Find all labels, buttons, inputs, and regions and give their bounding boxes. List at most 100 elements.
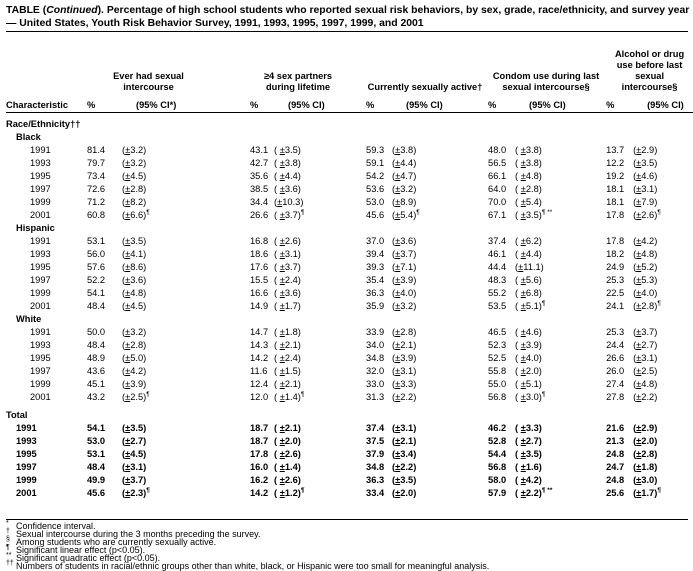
plus-minus-sign: ± <box>520 423 526 433</box>
group-row: Black <box>6 131 693 144</box>
ci-value: 4.8 <box>130 288 144 298</box>
percent-cell: 17.8 <box>606 210 625 220</box>
percent-cell: 37.9 <box>366 449 385 459</box>
percent-cell: 48.4 <box>87 301 106 311</box>
plus-minus-sign: ± <box>636 301 642 311</box>
plus-minus-sign: ± <box>636 262 642 272</box>
percent-cell: 56.8 <box>488 462 507 472</box>
ci-value: 3.3 <box>525 423 539 433</box>
footnote: † Sexual intercourse during the 3 months … <box>6 528 489 539</box>
plus-minus-sign: ± <box>636 145 642 155</box>
ci-value: 4.6 <box>525 327 539 337</box>
ci-cell: ( ±2.6) <box>274 475 301 485</box>
plus-minus-sign: ± <box>125 436 131 446</box>
footnote-marker: ¶ <box>416 209 420 216</box>
percent-cell: 56.5 <box>488 158 507 168</box>
title-text: ). Percentage of high school students wh… <box>6 5 690 29</box>
percent-cell: 55.8 <box>488 366 507 376</box>
percent-cell: 19.2 <box>606 171 625 181</box>
percent-cell: 13.7 <box>606 145 625 155</box>
ci-cell: (±3.2) <box>392 184 417 194</box>
ci-value: 2.8 <box>641 301 655 311</box>
ci-value: 5.6 <box>525 275 539 285</box>
plus-minus-sign: ± <box>636 462 642 472</box>
ci-cell: (±7.1) <box>392 262 417 272</box>
footnote-symbol: †† <box>6 560 14 567</box>
plus-minus-sign: ± <box>636 366 642 376</box>
ci-value: 2.8 <box>130 184 144 194</box>
ci-value: 4.8 <box>525 171 539 181</box>
footnote-marker: ¶ <box>146 487 150 494</box>
ci-value: 3.8 <box>284 158 298 168</box>
percent-cell: 67.1 <box>488 210 507 220</box>
percent-cell: 53.5 <box>488 301 507 311</box>
title-prefix: TABLE ( <box>6 5 47 16</box>
plus-minus-sign: ± <box>125 197 131 207</box>
ci-cell: (±3.7) <box>633 327 658 337</box>
ci-value: 2.1 <box>284 379 298 389</box>
plus-minus-sign: ± <box>395 262 401 272</box>
ci-cell: (±2.8) <box>633 449 658 459</box>
percent-cell: 48.3 <box>488 275 507 285</box>
ci-value: 4.2 <box>641 236 655 246</box>
group-label: White <box>16 314 42 324</box>
percent-cell: 11.6 <box>250 366 268 376</box>
ci-value: 8.9 <box>400 197 414 207</box>
year-cell: 1995 <box>30 353 51 363</box>
ci-cell: (±3.1) <box>633 184 658 194</box>
header-alcohol-drug-use: Alcohol or drug use before last sexual i… <box>614 49 685 92</box>
ci-cell: (±3.2) <box>122 327 147 337</box>
year-cell: 1995 <box>16 449 37 459</box>
plus-minus-sign: ± <box>395 145 401 155</box>
footnote-marker: ¶ <box>146 209 150 216</box>
percent-cell: 25.6 <box>606 488 625 498</box>
ci-cell: ( ±3.7) <box>274 262 301 272</box>
ci-cell: ( ±3.6) <box>274 288 301 298</box>
footnote-marker: ¶ <box>541 391 546 398</box>
footnote-symbol: ¶ <box>6 544 10 551</box>
plus-minus-sign: ± <box>636 340 642 350</box>
ci-cell: (±3.3) <box>392 379 417 389</box>
ci-cell: (±2.9) <box>633 423 658 433</box>
ci-value: 2.8 <box>525 184 539 194</box>
ci-cell: (±6.6)¶ <box>122 209 150 220</box>
ci-cell: ( ±1.7) <box>274 301 301 311</box>
ci-cell: (±8.6) <box>122 262 147 272</box>
percent-cell: 59.1 <box>366 158 385 168</box>
plus-minus-sign: ± <box>395 288 401 298</box>
ci-value: 3.7 <box>284 210 298 220</box>
percent-cell: 46.5 <box>488 327 507 337</box>
percent-cell: 14.7 <box>250 327 269 337</box>
ci-cell: (±5.4)¶ <box>392 209 420 220</box>
ci-cell: ( ±1.2)¶ <box>274 487 305 498</box>
percent-cell: 26.6 <box>250 210 269 220</box>
percent-cell: 46.2 <box>488 423 507 433</box>
ci-cell: (±3.9) <box>392 275 417 285</box>
year-cell: 2001 <box>30 392 51 402</box>
ci-cell: (±3.6) <box>392 236 417 246</box>
ci-cell: (±10.3) <box>274 197 304 207</box>
header-spacer <box>6 35 87 96</box>
plus-minus-sign: ± <box>277 197 283 207</box>
ci-value: 4.5 <box>130 449 144 459</box>
ci-value: 2.7 <box>525 436 539 446</box>
ci-value: 3.7 <box>400 249 414 259</box>
footnote-symbol: * <box>6 520 9 527</box>
plus-minus-sign: ± <box>636 475 642 485</box>
section-label: Race/Ethnicity†† <box>6 119 81 129</box>
ci-cell: ( ±2.7) <box>515 436 542 446</box>
ci-value: 7.1 <box>400 262 414 272</box>
plus-minus-sign: ± <box>636 210 642 220</box>
plus-minus-sign: ± <box>395 488 401 498</box>
plus-minus-sign: ± <box>279 379 285 389</box>
ci-cell: ( ±2.6) <box>274 449 301 459</box>
plus-minus-sign: ± <box>279 327 285 337</box>
footnote: †† Numbers of students in racial/ethnic g… <box>6 560 489 571</box>
percent-cell: 52.2 <box>87 275 106 285</box>
footnote-text: Confidence interval. <box>16 521 96 531</box>
footnote-symbol: † <box>6 528 10 535</box>
footnote: ¶ Significant linear effect (p<0.05). <box>6 544 489 555</box>
plus-minus-sign: ± <box>636 392 642 402</box>
percent-cell: 12.4 <box>250 379 269 389</box>
percent-cell: 48.9 <box>87 353 106 363</box>
